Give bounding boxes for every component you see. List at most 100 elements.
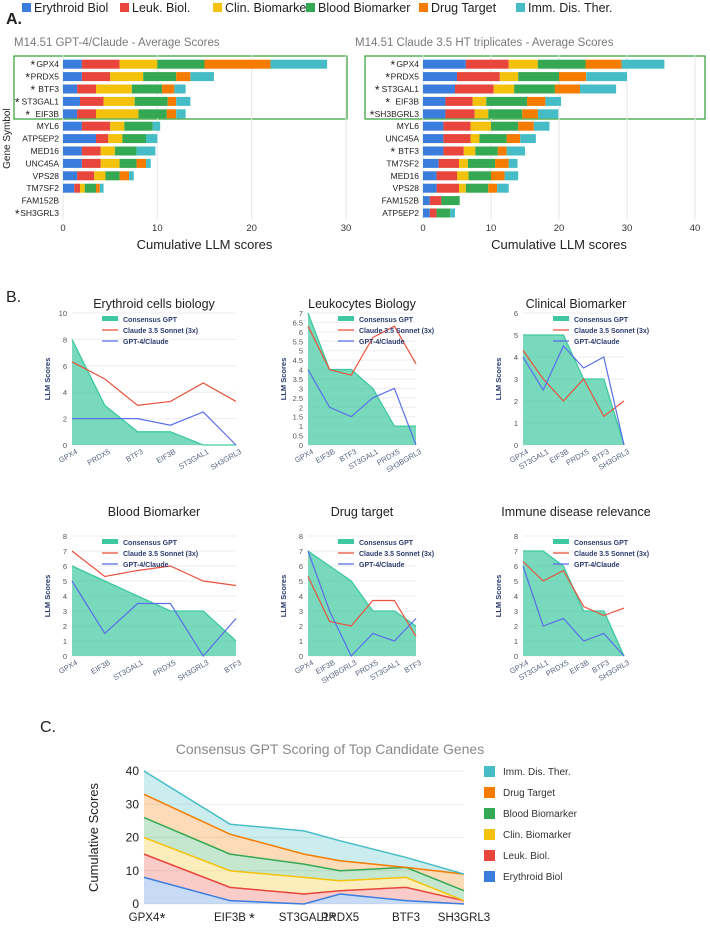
bar-med16-clin-biomarker (100, 146, 115, 156)
x-tick-label: 20 (554, 223, 565, 234)
bar-st3gal1-leuk-biol (454, 84, 494, 94)
star-marker: * (15, 95, 20, 109)
bar-atp5ep2-blood-biomarker (122, 134, 147, 144)
legend-label-consensus-gpt: Consensus GPT (359, 317, 414, 324)
bar-btf3-clin-biomarker (463, 146, 476, 156)
y-axis-label: LLM Scores (43, 358, 52, 401)
line-blood-biomarker (143, 816, 465, 892)
star-marker: * (31, 83, 36, 97)
y-tick-label: 6 (514, 562, 518, 571)
y-tick-label: 4 (299, 592, 303, 601)
bar-unc45a-blood-biomarker (119, 158, 137, 168)
bar-st3gal1-blood-biomarker (134, 96, 168, 106)
bar-tm7sf2-erythroid-biol (423, 158, 439, 168)
bar-vps28-blood-biomarker (105, 171, 120, 181)
bar-eif3b-erythroid-biol (63, 109, 78, 119)
y-tick-label: TM7SF2 (26, 183, 59, 193)
y-tick-label: 8 (299, 532, 303, 541)
bar-gpx4-drug-target (585, 59, 622, 69)
bar-gpx4-erythroid-biol (423, 59, 466, 69)
bar-med16-blood-biomarker (468, 171, 491, 181)
y-tick-label: 0 (63, 652, 67, 661)
bar-eif3b-drug-target (166, 109, 177, 119)
bar-tm7sf2-clin-biomarker (79, 183, 85, 193)
x-tick-label: GPX4 (293, 447, 315, 465)
star-marker: * (31, 58, 36, 72)
legend-label-consensus-gpt: Consensus GPT (574, 540, 629, 547)
legend-swatch-consensus-gpt (553, 316, 569, 321)
y-axis-label: LLM Scores (279, 575, 288, 618)
legend-label-drug-target: Drug Target (503, 788, 555, 799)
legend-label-imm-dis-ther: Imm. Dis. Ther. (528, 1, 613, 15)
bar-atp5ep2-clin-biomarker (108, 134, 123, 144)
bar-st3gal1-drug-target (167, 96, 177, 106)
y-tick-label: 10 (59, 309, 67, 318)
bar-myl6-blood-biomarker (491, 121, 519, 131)
top-genes-highlight-box (364, 55, 706, 120)
y-axis-label: Gene Symbol (2, 108, 13, 169)
bar-prdx5-erythroid-biol (63, 72, 82, 82)
x-tick-label: BTF3 (392, 912, 420, 924)
bar-eif3b-erythroid-biol (423, 96, 446, 106)
bar-sh3bgrl3-leuk-biol (445, 109, 475, 119)
bar-sh3bgrl3-blood-biomarker (488, 109, 523, 119)
x-tick-label: 0 (420, 223, 425, 234)
panel-label-b: B. (6, 289, 21, 306)
star-marker: * (391, 58, 396, 72)
bar-btf3-drug-target (162, 84, 175, 94)
bar-prdx5-leuk-biol (457, 72, 500, 82)
bar-vps28-leuk-biol (77, 171, 95, 181)
y-tick-label: 0 (299, 652, 303, 661)
line-leuk-biol (143, 853, 465, 902)
y-tick-label: 0 (514, 441, 518, 450)
y-tick-label: 7 (514, 547, 518, 556)
x-tick-label: PRDX5 (321, 912, 359, 924)
y-tick-label: TM7SF2 (386, 158, 419, 168)
y-tick-label: 6 (514, 309, 518, 318)
y-tick-label: 3 (63, 607, 67, 616)
legend-label-clin-biomarker: Clin. Biomarker (503, 830, 572, 841)
bar-eif3b-imm-dis-ther (176, 109, 186, 119)
bar-st3gal1-clin-biomarker (103, 96, 135, 106)
bar-atp5ep2-erythroid-biol (63, 134, 97, 144)
legend-label-gpt-4-claude: GPT-4/Claude (574, 562, 620, 569)
y-tick-label: 5 (299, 347, 303, 356)
line-claude-3-5-sonnet-3x (71, 550, 237, 587)
y-tick-label: SH3BGRL3 (375, 109, 420, 119)
legend-swatch-consensus-gpt (338, 316, 354, 321)
bar-myl6-blood-biomarker (124, 121, 153, 131)
bar-atp5ep2-leuk-biol (429, 208, 437, 218)
y-tick-label: GPX4 (36, 59, 59, 69)
star-marker: * (385, 95, 390, 109)
x-tick-label: PRDX5 (151, 658, 177, 678)
bar-myl6-leuk-biol (443, 121, 471, 131)
bar-unc45a-drug-target (136, 158, 147, 168)
legend-swatch-consensus-gpt (102, 539, 118, 544)
line-consensus-gpt (307, 312, 416, 427)
y-tick-label: 3.5 (293, 375, 303, 384)
bar-eif3b-imm-dis-ther (545, 96, 562, 106)
y-tick-label: 7 (63, 547, 67, 556)
bar-prdx5-erythroid-biol (423, 72, 457, 82)
x-axis-label: Cumulative LLM scores (137, 237, 273, 252)
bar-unc45a-leuk-biol (443, 134, 471, 144)
bar-gpx4-imm-dis-ther (621, 59, 665, 69)
y-tick-label: 7 (299, 309, 303, 318)
y-tick-label: 3 (514, 375, 518, 384)
y-tick-label: VPS28 (33, 171, 60, 181)
legend-label-claude-3-5-sonnet-3x: Claude 3.5 Sonnet (3x) (574, 551, 649, 558)
chart-a1: M14.51 GPT-4/Claude - Average Scores 0 10 2… (2, 37, 351, 252)
y-tick-label: MYL6 (397, 121, 419, 131)
line-erythroid-biol (143, 876, 465, 905)
bar-btf3-erythroid-biol (63, 84, 78, 94)
bar-tm7sf2-imm-dis-ther (99, 183, 104, 193)
legend-label-leuk-biol: Leuk. Biol. (132, 1, 190, 15)
bar-st3gal1-leuk-biol (79, 96, 104, 106)
bar-vps28-erythroid-biol (423, 183, 437, 193)
y-tick-label: FAM152B (382, 196, 420, 206)
x-tick-label: PRDX5 (544, 658, 570, 678)
y-tick-label: ATP5EP2 (382, 208, 419, 218)
bar-tm7sf2-erythroid-biol (63, 183, 75, 193)
y-tick-label: 3 (299, 384, 303, 393)
legend-label-blood-biomarker: Blood Biomarker (503, 809, 578, 820)
